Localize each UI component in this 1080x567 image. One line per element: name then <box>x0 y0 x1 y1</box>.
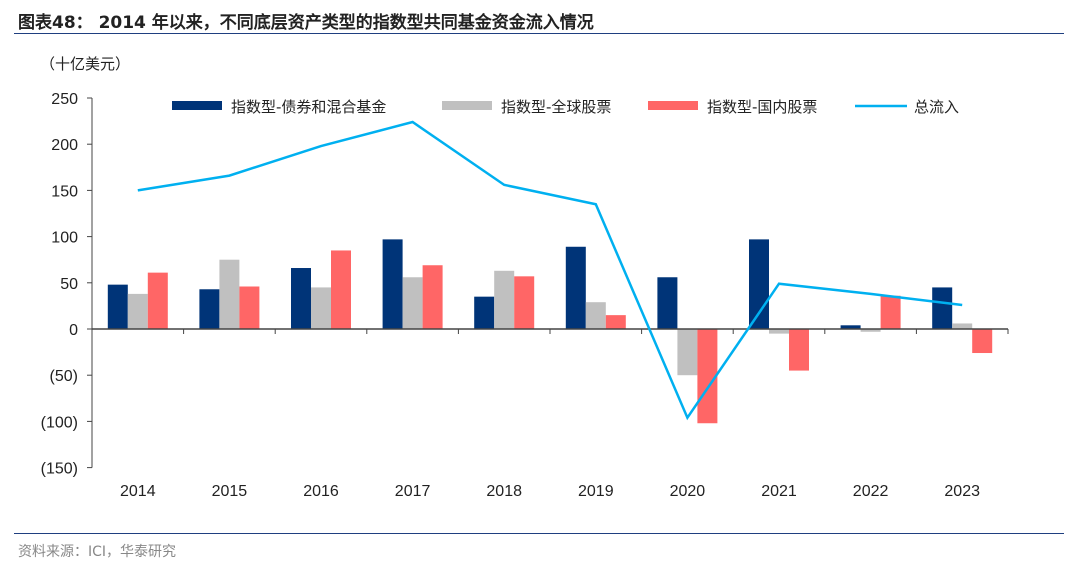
bar <box>789 329 809 371</box>
y-tick-label: 50 <box>60 276 78 293</box>
legend-swatch <box>442 101 492 110</box>
legend-swatch <box>172 101 222 110</box>
bar <box>239 286 260 329</box>
y-tick-label: (50) <box>50 368 78 385</box>
bar <box>605 315 626 329</box>
bar <box>657 277 678 329</box>
y-tick-label: 100 <box>51 230 78 247</box>
x-tick-label: 2018 <box>486 483 522 500</box>
x-tick-label: 2016 <box>303 483 339 500</box>
bar <box>677 329 698 376</box>
bar <box>880 295 901 329</box>
y-tick-label: 150 <box>51 183 78 200</box>
bar <box>860 329 881 332</box>
x-tick-label: 2017 <box>395 483 431 500</box>
bar <box>474 296 495 329</box>
title-divider <box>14 33 1064 34</box>
y-tick-label: 0 <box>69 322 78 339</box>
bar <box>402 277 423 329</box>
bar <box>749 239 769 329</box>
bar <box>514 276 535 329</box>
bar <box>199 289 220 329</box>
bar <box>331 250 351 329</box>
bar <box>382 239 403 329</box>
line-series <box>137 120 963 421</box>
legend-label: 总流入 <box>914 98 959 116</box>
x-tick-label: 2014 <box>120 483 156 500</box>
y-tick-label: 250 <box>51 91 78 108</box>
legend-label: 指数型-全球股票 <box>501 98 611 116</box>
chart-title: 图表48： 2014 年以来，不同底层资产类型的指数型共同基金资金流入情况 <box>18 13 594 33</box>
bar <box>127 293 148 329</box>
bar <box>422 265 443 329</box>
bar <box>565 246 586 329</box>
y-tick-label: (150) <box>41 461 78 478</box>
y-tick-label: 200 <box>51 137 78 154</box>
bar <box>311 287 331 329</box>
source-note: 资料来源：ICI，华泰研究 <box>18 544 177 560</box>
bar <box>291 268 311 329</box>
x-tick-label: 2021 <box>761 483 797 500</box>
bar <box>952 323 973 329</box>
x-tick-label: 2019 <box>578 483 614 500</box>
y-axis-unit: （十亿美元） <box>40 55 131 73</box>
bar <box>697 329 718 424</box>
x-tick-label: 2023 <box>944 483 980 500</box>
bar <box>932 287 953 329</box>
bar <box>107 284 128 329</box>
legend-swatch <box>648 101 698 110</box>
bar <box>972 329 993 354</box>
x-tick-label: 2020 <box>670 483 706 500</box>
x-tick-label: 2022 <box>853 483 889 500</box>
source-divider <box>14 533 1064 534</box>
bar <box>219 259 240 329</box>
legend-label: 指数型-债券和混合基金 <box>231 98 386 116</box>
x-tick-label: 2015 <box>212 483 248 500</box>
bar <box>769 329 789 334</box>
bar <box>494 270 515 329</box>
bar <box>840 325 861 329</box>
bar <box>147 272 168 329</box>
bar <box>585 302 606 329</box>
y-tick-label: (100) <box>41 414 78 431</box>
legend-label: 指数型-国内股票 <box>707 98 817 116</box>
